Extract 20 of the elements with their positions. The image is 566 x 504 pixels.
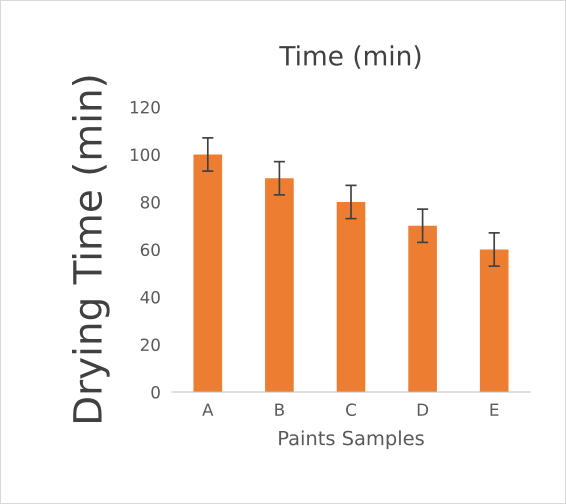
- bar: [408, 226, 437, 392]
- chart-title: Time (min): [279, 45, 420, 69]
- y-axis-title: Drying Time (min): [72, 76, 110, 422]
- y-tick-label: 0: [151, 386, 160, 399]
- x-tick-label: E: [490, 404, 498, 416]
- bar: [265, 178, 294, 392]
- x-tick-label: B: [275, 404, 284, 416]
- x-tick-label: A: [202, 404, 214, 416]
- x-axis-title: Paints Samples: [279, 430, 424, 450]
- bar: [336, 202, 366, 392]
- bar: [193, 154, 222, 392]
- x-tick-label: D: [418, 404, 428, 416]
- x-tick-label: C: [346, 403, 356, 416]
- y-tick-label: 40: [140, 290, 160, 304]
- y-tick-label: 80: [140, 196, 160, 209]
- y-tick-label: 60: [140, 243, 160, 256]
- y-tick-label: 120: [130, 100, 160, 114]
- y-tick-label: 100: [130, 148, 160, 162]
- bar: [480, 250, 509, 392]
- y-tick-label: 20: [140, 338, 160, 352]
